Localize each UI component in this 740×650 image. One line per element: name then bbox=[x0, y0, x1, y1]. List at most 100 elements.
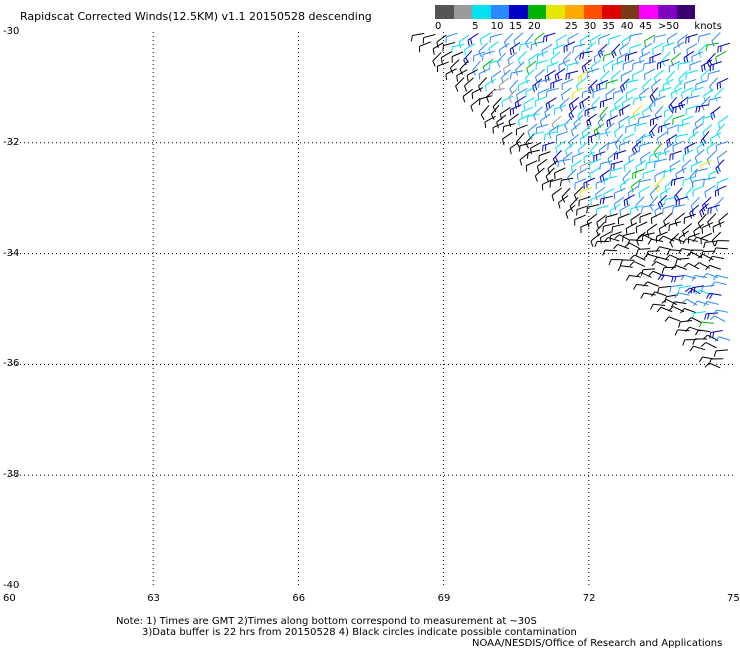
wind-barb bbox=[710, 281, 727, 288]
wind-barb bbox=[503, 33, 514, 48]
wind-barb bbox=[639, 51, 651, 64]
wind-barb bbox=[490, 70, 502, 84]
wind-barb bbox=[629, 205, 643, 215]
wind-barb bbox=[640, 268, 656, 276]
wind-barb bbox=[656, 306, 673, 313]
wind-barb bbox=[672, 140, 685, 152]
wind-barb bbox=[666, 32, 678, 46]
colorbar-swatch bbox=[435, 5, 454, 19]
wind-barb bbox=[608, 34, 621, 45]
wind-barb bbox=[572, 43, 586, 53]
wind-barb bbox=[599, 195, 613, 205]
wind-barb bbox=[668, 221, 682, 232]
wind-barb bbox=[580, 160, 592, 173]
wind-barb bbox=[588, 132, 600, 144]
wind-barb bbox=[554, 104, 567, 115]
wind-barb bbox=[649, 87, 659, 103]
wind-barb bbox=[516, 88, 528, 101]
wind-barb bbox=[712, 274, 729, 281]
wind-barb bbox=[714, 87, 724, 103]
wind-barb bbox=[490, 104, 500, 120]
wind-barb bbox=[645, 160, 659, 170]
wind-barb bbox=[559, 97, 570, 112]
note-line-2: 3)Data buffer is 22 hrs from 20150528 4)… bbox=[142, 627, 577, 638]
wind-barb bbox=[491, 87, 505, 97]
wind-barb bbox=[631, 69, 644, 82]
wind-barb bbox=[608, 259, 624, 266]
wind-barb bbox=[478, 68, 491, 80]
wind-barb bbox=[715, 159, 725, 175]
wind-barb bbox=[606, 115, 618, 127]
wind-barb bbox=[442, 41, 456, 52]
longitude-tick-label: 63 bbox=[147, 593, 160, 604]
wind-barb bbox=[667, 124, 680, 135]
wind-barb bbox=[669, 150, 682, 161]
wind-barb bbox=[670, 87, 683, 100]
wind-map bbox=[8, 32, 734, 586]
wind-barb bbox=[502, 123, 516, 133]
wind-barb bbox=[525, 69, 535, 84]
longitude-tick-label: 60 bbox=[3, 593, 16, 604]
wind-barb bbox=[707, 213, 717, 228]
wind-barb bbox=[484, 115, 496, 129]
wind-barb bbox=[612, 88, 626, 100]
wind-barb bbox=[462, 88, 473, 103]
wind-barb bbox=[542, 141, 555, 152]
wind-barb bbox=[583, 177, 596, 189]
wind-barb bbox=[685, 105, 699, 116]
wind-barb bbox=[610, 70, 621, 85]
wind-barb bbox=[673, 41, 685, 55]
wind-barb bbox=[603, 237, 620, 243]
wind-barb bbox=[574, 178, 587, 190]
wind-barb bbox=[641, 133, 654, 144]
wind-barb bbox=[589, 167, 601, 180]
wind-barb bbox=[518, 41, 533, 51]
wind-barb bbox=[525, 160, 538, 172]
wind-barb bbox=[707, 70, 721, 80]
wind-barb bbox=[657, 59, 670, 70]
wind-barb bbox=[526, 149, 541, 159]
wind-barb bbox=[658, 122, 671, 134]
wind-barb bbox=[622, 169, 632, 185]
wind-barb bbox=[597, 113, 607, 129]
wind-barb bbox=[471, 87, 484, 100]
wind-barb bbox=[663, 167, 676, 179]
colorbar-swatch bbox=[620, 5, 640, 19]
wind-barb bbox=[488, 41, 499, 55]
wind-barb bbox=[555, 140, 566, 154]
wind-barb bbox=[712, 247, 728, 254]
wind-barb bbox=[632, 59, 645, 71]
wind-barb bbox=[636, 271, 652, 278]
wind-barb bbox=[635, 196, 645, 212]
wind-barb bbox=[714, 336, 731, 342]
wind-barb bbox=[674, 292, 690, 299]
wind-barb bbox=[574, 50, 585, 65]
wind-barb bbox=[625, 123, 638, 134]
wind-barb bbox=[568, 133, 580, 148]
longitude-tick-label: 69 bbox=[437, 593, 451, 604]
wind-barb bbox=[535, 96, 548, 107]
wind-barb bbox=[459, 60, 469, 75]
wind-barb bbox=[698, 356, 715, 363]
wind-barb bbox=[634, 122, 648, 133]
wind-barb bbox=[623, 133, 635, 146]
wind-barb bbox=[503, 61, 514, 75]
wind-barb bbox=[625, 222, 638, 235]
wind-barb bbox=[718, 212, 729, 227]
wind-barb bbox=[700, 232, 713, 245]
wind-barb bbox=[689, 345, 706, 352]
wind-barb bbox=[458, 34, 470, 48]
wind-barb bbox=[480, 105, 490, 121]
wind-barb bbox=[669, 237, 685, 244]
wind-barb bbox=[658, 235, 675, 242]
wind-barb bbox=[672, 114, 685, 125]
wind-barb bbox=[653, 158, 667, 168]
wind-barb bbox=[545, 97, 557, 110]
wind-barb bbox=[577, 70, 589, 83]
wind-barb bbox=[704, 362, 721, 369]
wind-barb bbox=[698, 321, 714, 328]
wind-barb bbox=[514, 61, 525, 76]
wind-barb bbox=[625, 79, 639, 89]
wind-barb bbox=[611, 43, 621, 59]
wind-barb bbox=[647, 238, 664, 245]
